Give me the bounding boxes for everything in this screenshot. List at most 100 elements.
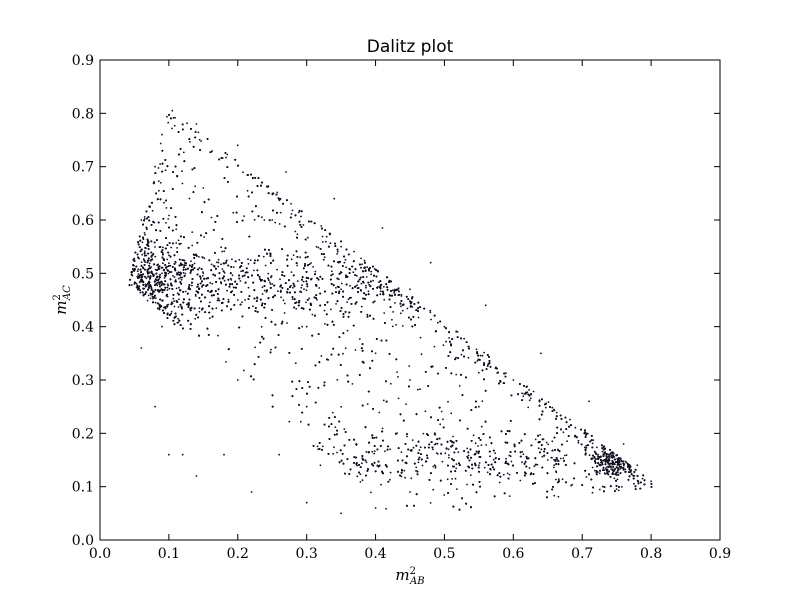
scatter-point — [177, 306, 180, 308]
scatter-point — [279, 278, 281, 280]
scatter-point — [253, 269, 255, 272]
scatter-point — [365, 276, 368, 278]
scatter-point — [448, 456, 450, 459]
scatter-point — [616, 478, 619, 481]
scatter-point — [299, 256, 302, 259]
scatter-point — [138, 285, 141, 288]
scatter-point — [477, 445, 479, 447]
scatter-point — [419, 388, 421, 391]
scatter-point — [522, 453, 525, 456]
scatter-point — [433, 345, 436, 348]
scatter-point — [616, 471, 619, 474]
scatter-point — [557, 478, 560, 481]
scatter-point — [486, 471, 489, 474]
scatter-point — [177, 277, 180, 280]
scatter-point — [181, 276, 184, 279]
scatter-point — [246, 189, 249, 192]
scatter-point — [455, 467, 458, 470]
scatter-point — [191, 284, 193, 287]
scatter-point — [262, 255, 265, 258]
scatter-point — [547, 401, 550, 403]
scatter-point — [335, 287, 337, 289]
scatter-point — [175, 287, 178, 290]
scatter-point — [177, 239, 180, 242]
scatter-point — [569, 418, 571, 421]
scatter-point — [223, 279, 226, 282]
scatter-point — [562, 431, 565, 434]
scatter-point — [157, 180, 160, 183]
scatter-point — [332, 273, 334, 276]
scatter-point — [312, 266, 314, 268]
scatter-point — [391, 325, 394, 328]
scatter-point — [555, 411, 558, 414]
scatter-point — [360, 462, 363, 465]
scatter-point — [136, 270, 139, 273]
scatter-point — [305, 301, 307, 304]
scatter-point — [331, 411, 334, 414]
scatter-point — [505, 457, 507, 460]
scatter-point — [419, 446, 422, 449]
scatter-point — [373, 450, 376, 452]
scatter-point — [447, 400, 449, 403]
scatter-point — [436, 321, 439, 324]
scatter-point — [291, 286, 294, 289]
scatter-point — [591, 466, 594, 469]
scatter-point — [429, 311, 432, 314]
scatter-point — [366, 313, 369, 316]
scatter-point — [178, 298, 180, 301]
scatter-point — [480, 444, 483, 446]
scatter-point — [353, 250, 355, 253]
scatter-point — [466, 483, 468, 486]
scatter-point — [429, 502, 432, 504]
scatter-point — [420, 353, 423, 356]
scatter-point — [243, 215, 246, 218]
scatter-point — [400, 451, 403, 453]
scatter-point — [176, 292, 179, 295]
scatter-point — [483, 351, 485, 354]
scatter-point — [483, 466, 486, 469]
scatter-point — [611, 468, 614, 471]
scatter-point — [227, 298, 230, 301]
scatter-point — [254, 346, 256, 349]
scatter-point — [170, 246, 173, 249]
scatter-point — [451, 478, 453, 480]
scatter-point — [591, 442, 594, 445]
scatter-point — [619, 463, 622, 466]
scatter-point — [481, 400, 484, 402]
scatter-point — [406, 307, 409, 310]
scatter-point — [521, 392, 523, 395]
scatter-point — [397, 287, 400, 290]
scatter-point — [321, 445, 324, 448]
scatter-point — [403, 469, 406, 472]
scatter-point — [344, 258, 347, 261]
scatter-point — [170, 312, 173, 315]
scatter-point — [188, 197, 191, 200]
scatter-point — [574, 426, 577, 429]
scatter-point — [389, 448, 391, 451]
scatter-point — [360, 305, 363, 308]
scatter-point — [585, 476, 588, 478]
scatter-point — [220, 263, 222, 266]
scatter-point — [295, 308, 298, 310]
scatter-point — [130, 284, 133, 286]
scatter-point — [401, 325, 404, 327]
scatter-point — [551, 440, 554, 443]
scatter-point — [596, 446, 598, 449]
scatter-point — [144, 261, 147, 263]
scatter-point — [223, 250, 226, 253]
scatter-point — [290, 202, 292, 205]
scatter-point — [565, 454, 568, 456]
scatter-point — [173, 300, 176, 303]
scatter-point — [198, 310, 201, 313]
scatter-point — [166, 295, 169, 298]
scatter-point — [156, 284, 159, 287]
scatter-point — [163, 277, 166, 279]
scatter-point — [613, 477, 616, 480]
scatter-point — [410, 477, 413, 480]
scatter-point — [373, 300, 376, 303]
scatter-point — [528, 399, 531, 402]
scatter-point — [321, 235, 324, 238]
scatter-point — [280, 296, 282, 299]
scatter-point — [301, 284, 303, 287]
scatter-point — [198, 256, 200, 258]
